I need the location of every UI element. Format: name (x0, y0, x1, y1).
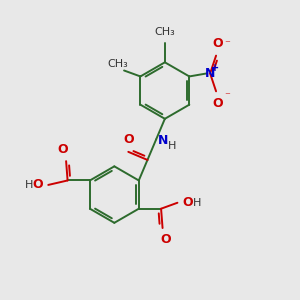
Text: +: + (212, 63, 220, 73)
Text: ⁻: ⁻ (224, 92, 230, 102)
Text: H: H (193, 198, 201, 208)
Text: O: O (212, 37, 223, 50)
Text: CH₃: CH₃ (108, 59, 128, 69)
Text: O: O (212, 97, 223, 110)
Text: CH₃: CH₃ (154, 27, 175, 37)
Text: ⁻: ⁻ (224, 39, 230, 49)
Text: O: O (160, 233, 171, 246)
Text: O: O (58, 143, 68, 156)
Text: O: O (32, 178, 43, 191)
Text: N: N (158, 134, 168, 147)
Text: N: N (205, 67, 215, 80)
Text: H: H (24, 180, 33, 190)
Text: O: O (123, 134, 134, 146)
Text: H: H (167, 141, 176, 151)
Text: O: O (183, 196, 194, 209)
